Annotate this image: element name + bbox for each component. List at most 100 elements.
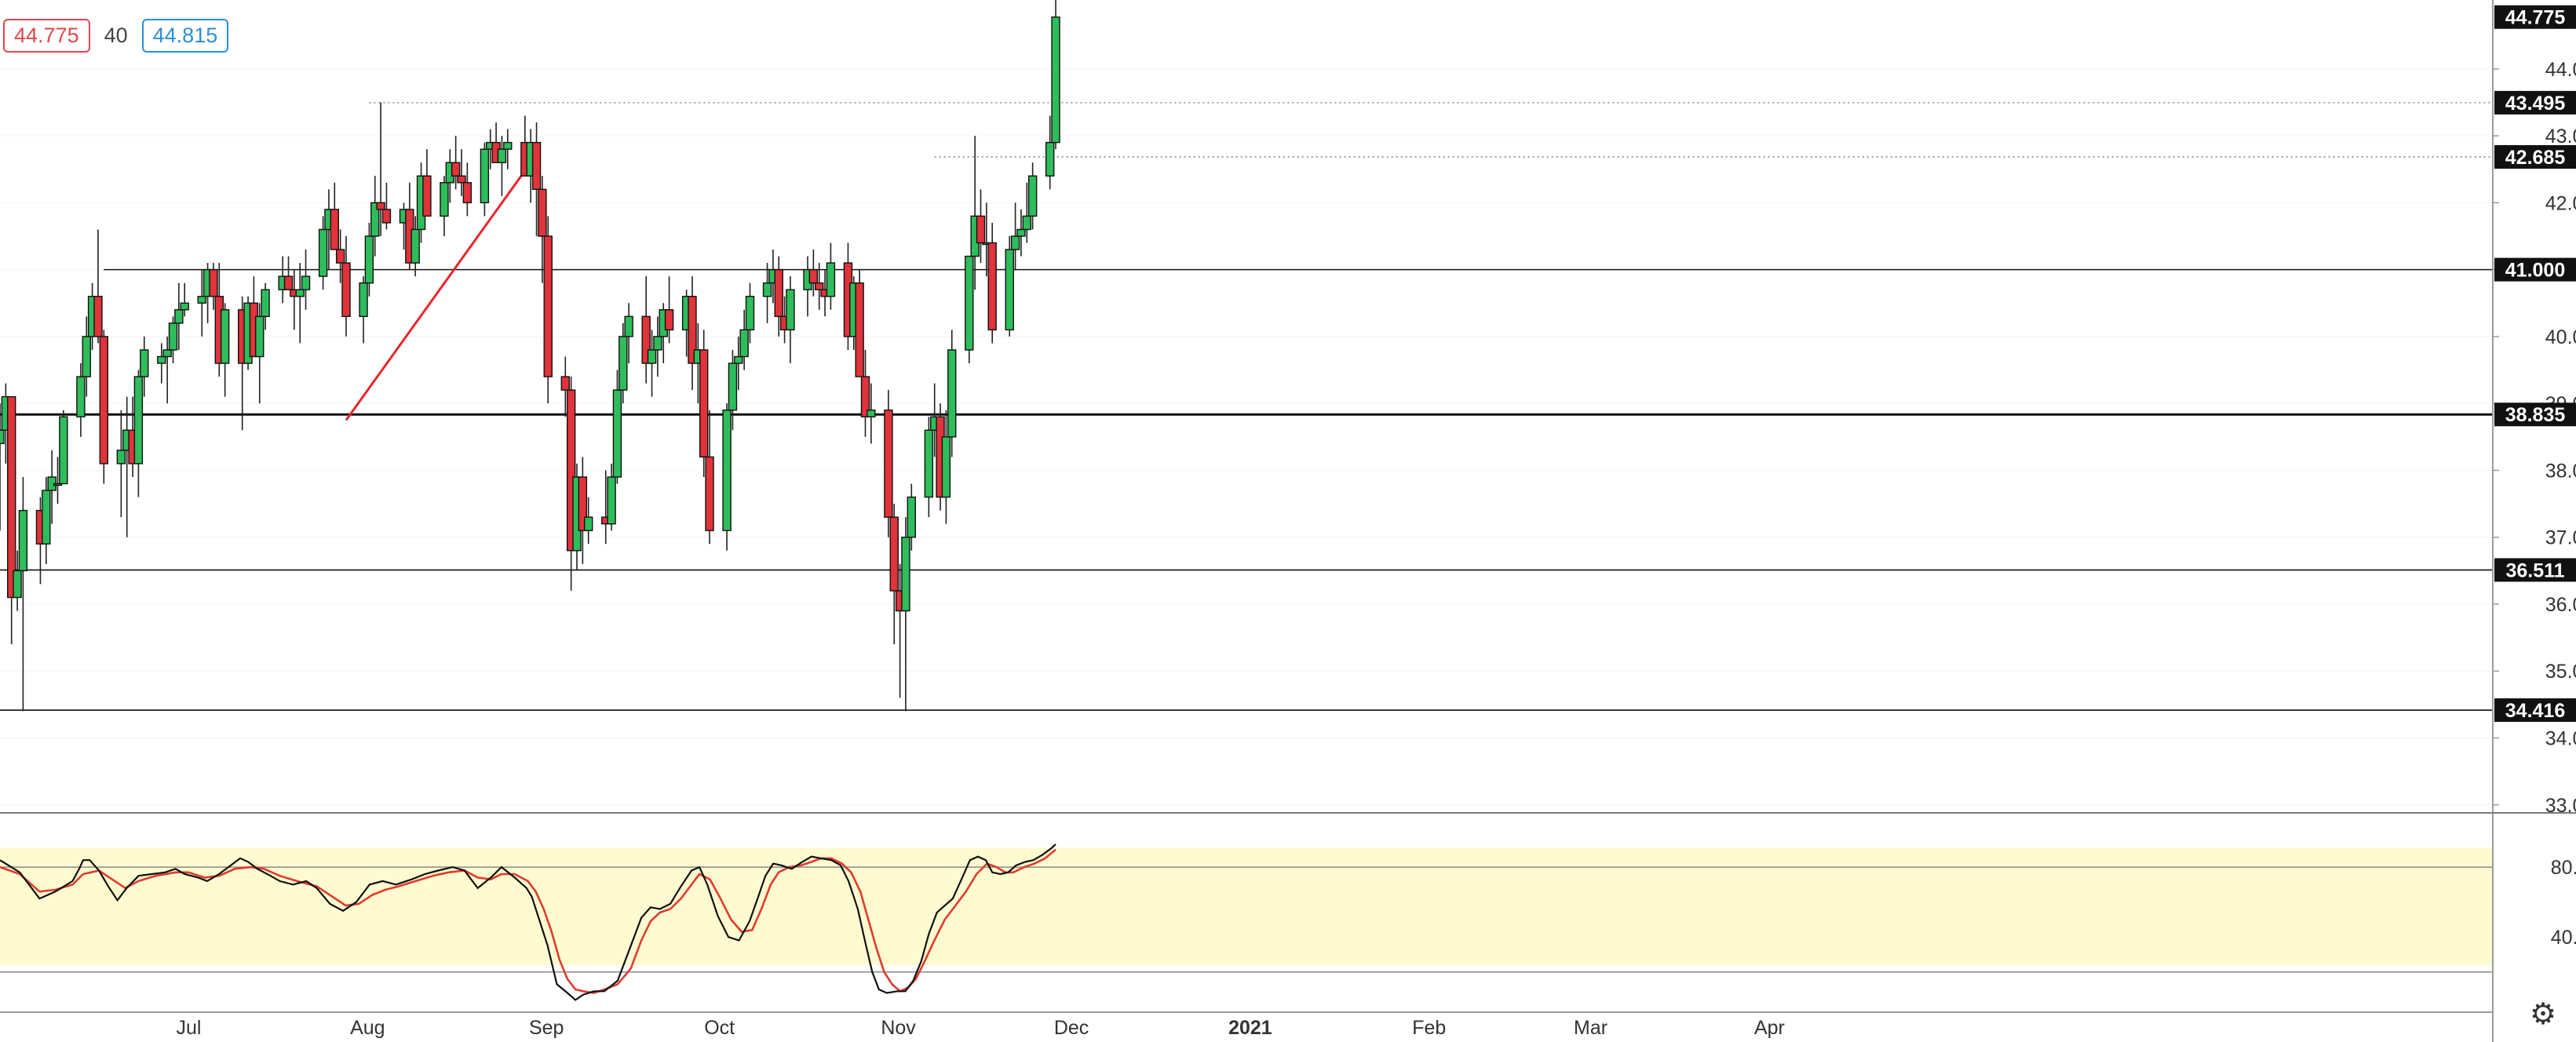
price-tag-label: 44.775: [2505, 7, 2566, 29]
candle-body: [376, 202, 385, 210]
candle: [867, 383, 876, 444]
candle: [786, 276, 795, 364]
candle: [330, 182, 339, 250]
candle-body: [162, 349, 172, 358]
candle: [503, 129, 513, 169]
candle: [1005, 235, 1014, 337]
price-tag-label: 43.495: [2505, 93, 2566, 115]
ask-price-button[interactable]: 44.815: [141, 18, 229, 53]
candle: [440, 176, 449, 236]
time-axis-label: Nov: [881, 1017, 916, 1039]
candle: [745, 282, 755, 344]
candle: [6, 395, 16, 645]
candle-body: [965, 255, 974, 351]
candle-body: [13, 570, 22, 599]
candle: [607, 463, 616, 531]
candle: [1016, 209, 1026, 257]
candle-body: [335, 249, 345, 264]
candle-body: [99, 336, 109, 465]
bid-price-button[interactable]: 44.775: [3, 18, 90, 53]
candle-body: [422, 175, 432, 217]
candle: [341, 235, 351, 337]
candle: [965, 255, 974, 364]
candle: [814, 263, 824, 310]
candle: [618, 322, 628, 404]
candle: [1051, 0, 1060, 150]
candle: [889, 504, 899, 645]
candle-body: [1005, 249, 1014, 331]
candle: [0, 403, 5, 531]
stochastic-tick-label: 80.00: [2551, 857, 2576, 879]
candle: [13, 550, 22, 611]
candle: [209, 263, 218, 310]
time-axis-label: Mar: [1574, 1017, 1607, 1039]
price-tag: [2494, 403, 2576, 427]
candle-body: [688, 296, 697, 364]
candle: [42, 476, 51, 564]
candle-body: [53, 483, 63, 486]
candle: [133, 370, 144, 497]
candle-body: [618, 336, 628, 391]
candle-body: [762, 282, 772, 297]
candle-body: [82, 336, 91, 377]
candle: [947, 330, 957, 457]
price-tag: [2494, 5, 2576, 29]
candle-body: [826, 262, 836, 297]
candle-body: [255, 315, 265, 358]
candle: [462, 162, 473, 217]
candle-body: [699, 349, 709, 458]
candle-body: [6, 395, 16, 599]
candle-body: [157, 355, 166, 364]
candle: [157, 343, 166, 384]
price-tick-label: 40.000: [2545, 326, 2576, 348]
candle-body: [607, 476, 616, 525]
price-tag-label: 38.835: [2505, 404, 2566, 426]
candle-body: [705, 456, 714, 531]
candle-body: [664, 309, 674, 331]
candle-body: [987, 242, 997, 331]
candle-body: [647, 349, 657, 364]
candle: [688, 276, 697, 391]
candle-body: [1051, 16, 1060, 144]
candle-body: [889, 516, 899, 592]
candle-body: [364, 235, 374, 284]
candle-body: [381, 209, 392, 224]
candle: [584, 497, 593, 545]
candle-body: [722, 409, 732, 531]
price-tick-label: 42.000: [2545, 192, 2576, 214]
candle: [624, 303, 633, 364]
time-axis-label: 2021: [1228, 1017, 1272, 1039]
candle-body: [410, 228, 420, 264]
candle-body: [440, 182, 449, 217]
settings-gear-icon[interactable]: ⚙: [2529, 997, 2557, 1031]
candle-body: [318, 228, 328, 277]
candle: [93, 229, 103, 344]
candle: [976, 189, 986, 264]
candle: [359, 276, 368, 344]
candle-body: [480, 148, 490, 204]
candle-body: [624, 315, 633, 337]
candle-body: [295, 289, 305, 297]
candle: [381, 182, 392, 230]
candle: [18, 476, 28, 712]
candle: [497, 136, 507, 196]
candle: [1027, 162, 1038, 230]
candle-body: [116, 450, 126, 465]
candle-body: [538, 188, 547, 237]
price-tag-label: 34.416: [2505, 700, 2565, 722]
candle: [76, 363, 86, 437]
candle-body: [814, 282, 824, 290]
candle: [162, 336, 172, 404]
candle-body: [457, 175, 466, 184]
candle-body: [578, 476, 588, 531]
candle: [59, 410, 68, 485]
candle: [653, 316, 662, 377]
candle-body: [0, 429, 5, 445]
candle: [140, 336, 149, 397]
candle: [728, 349, 738, 431]
candle: [855, 269, 864, 377]
price-tag: [2494, 698, 2576, 723]
candle: [941, 410, 951, 524]
candle-body: [641, 315, 651, 364]
